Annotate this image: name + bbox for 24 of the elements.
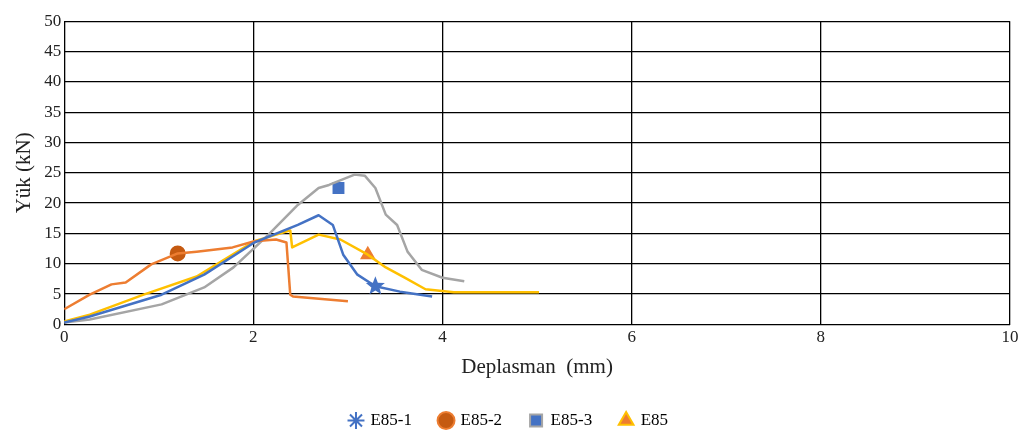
x-axis-title: Deplasman (mm) bbox=[461, 353, 613, 378]
x-tick-label: 8 bbox=[816, 327, 826, 347]
legend-label: E85-3 bbox=[550, 409, 593, 429]
y-tick-label: 15 bbox=[44, 222, 62, 242]
point bbox=[365, 276, 385, 295]
y-tick-label: 5 bbox=[52, 283, 62, 303]
legend-label: E85 bbox=[640, 409, 669, 429]
y-tick-label: 50 bbox=[44, 10, 62, 30]
y-tick-label: 30 bbox=[44, 131, 62, 151]
legend-label: E85-2 bbox=[460, 409, 503, 429]
y-tick-label: 20 bbox=[44, 192, 62, 212]
y-tick-label: 0 bbox=[52, 313, 62, 333]
x-tick-label: 2 bbox=[249, 327, 258, 347]
legend-label: E85-1 bbox=[370, 409, 413, 429]
x-tick-label: 6 bbox=[627, 327, 636, 347]
y-tick-label: 45 bbox=[44, 40, 62, 60]
x-tick-label: 4 bbox=[438, 327, 448, 347]
y-tick-label: 40 bbox=[44, 71, 62, 91]
y-tick-label: 25 bbox=[44, 162, 62, 182]
y-axis-title: Yük (kN) bbox=[11, 132, 36, 214]
y-tick-label: 10 bbox=[44, 253, 62, 273]
y-tick-label: 35 bbox=[44, 101, 62, 121]
x-tick-label: 10 bbox=[1001, 327, 1019, 347]
point bbox=[332, 182, 345, 194]
